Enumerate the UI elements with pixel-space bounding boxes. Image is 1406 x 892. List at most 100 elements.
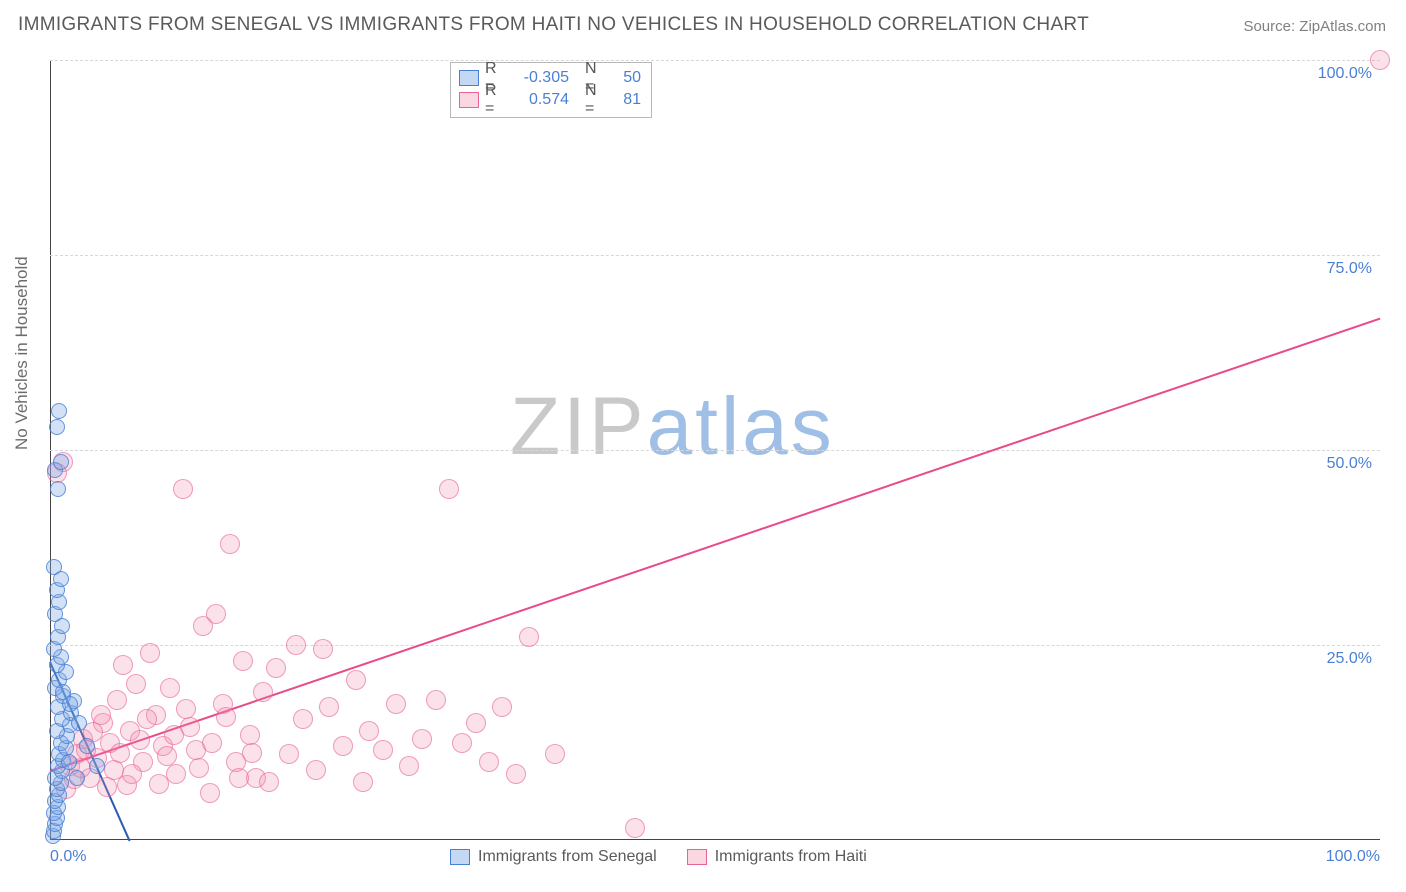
gridline: [50, 60, 1380, 61]
data-point-haiti: [306, 760, 326, 780]
data-point-haiti: [286, 635, 306, 655]
data-point-haiti: [1370, 50, 1390, 70]
data-point-haiti: [466, 713, 486, 733]
data-point-haiti: [173, 479, 193, 499]
data-point-senegal: [49, 419, 65, 435]
data-point-senegal: [46, 559, 62, 575]
data-point-haiti: [122, 764, 142, 784]
data-point-haiti: [240, 725, 260, 745]
legend-label-haiti: Immigrants from Haiti: [715, 848, 867, 866]
gridline: [50, 645, 1380, 646]
data-point-senegal: [79, 738, 95, 754]
data-point-haiti: [157, 746, 177, 766]
chart-title: IMMIGRANTS FROM SENEGAL VS IMMIGRANTS FR…: [18, 14, 1089, 36]
chart-container: IMMIGRANTS FROM SENEGAL VS IMMIGRANTS FR…: [0, 0, 1406, 892]
haiti-r-value: 0.574: [511, 91, 569, 109]
data-point-senegal: [69, 770, 85, 786]
legend-item-senegal: Immigrants from Senegal: [450, 848, 657, 866]
data-point-haiti: [346, 670, 366, 690]
watermark-atlas: atlas: [647, 381, 835, 472]
data-point-haiti: [253, 682, 273, 702]
r-label: R =: [485, 82, 505, 118]
data-point-haiti: [164, 725, 184, 745]
data-point-haiti: [399, 756, 419, 776]
data-point-senegal: [50, 481, 66, 497]
data-point-haiti: [137, 709, 157, 729]
data-point-haiti: [266, 658, 286, 678]
data-point-haiti: [216, 707, 236, 727]
x-axis-line: [50, 839, 1380, 840]
watermark-zip: ZIP: [510, 381, 647, 472]
y-tick-label: 100.0%: [1318, 65, 1372, 83]
data-point-haiti: [113, 655, 133, 675]
data-point-haiti: [176, 699, 196, 719]
watermark: ZIPatlas: [510, 380, 835, 474]
data-point-senegal: [53, 454, 69, 470]
data-point-senegal: [61, 754, 77, 770]
data-point-haiti: [220, 534, 240, 554]
data-point-haiti: [110, 743, 130, 763]
stats-legend-box: R = -0.305 N = 50 R = 0.574 N = 81: [450, 62, 652, 118]
data-point-haiti: [319, 697, 339, 717]
data-point-haiti: [279, 744, 299, 764]
gridline: [50, 255, 1380, 256]
data-point-haiti: [452, 733, 472, 753]
x-tick-label: 100.0%: [1326, 848, 1380, 866]
data-point-senegal: [71, 715, 87, 731]
swatch-senegal-icon: [450, 849, 470, 865]
data-point-haiti: [293, 709, 313, 729]
data-point-haiti: [373, 740, 393, 760]
trendline-haiti: [50, 317, 1381, 771]
data-point-haiti: [545, 744, 565, 764]
data-point-haiti: [492, 697, 512, 717]
data-point-haiti: [439, 479, 459, 499]
data-point-haiti: [107, 690, 127, 710]
data-point-haiti: [519, 627, 539, 647]
swatch-haiti-icon: [459, 92, 479, 108]
gridline: [50, 450, 1380, 451]
x-tick-label: 0.0%: [50, 848, 86, 866]
data-point-haiti: [104, 760, 124, 780]
n-label: N =: [585, 82, 605, 118]
data-point-haiti: [259, 772, 279, 792]
data-point-haiti: [359, 721, 379, 741]
data-point-haiti: [166, 764, 186, 784]
bottom-legend: Immigrants from Senegal Immigrants from …: [450, 848, 867, 866]
data-point-haiti: [130, 730, 150, 750]
data-point-haiti: [200, 783, 220, 803]
data-point-haiti: [149, 774, 169, 794]
swatch-senegal-icon: [459, 70, 479, 86]
data-point-haiti: [202, 733, 222, 753]
legend-label-senegal: Immigrants from Senegal: [478, 848, 657, 866]
data-point-haiti: [353, 772, 373, 792]
data-point-haiti: [479, 752, 499, 772]
data-point-haiti: [233, 651, 253, 671]
haiti-n-value: 81: [611, 91, 641, 109]
senegal-r-value: -0.305: [511, 69, 569, 87]
data-point-haiti: [91, 705, 111, 725]
data-point-haiti: [333, 736, 353, 756]
y-tick-label: 75.0%: [1327, 260, 1372, 278]
y-tick-label: 50.0%: [1327, 455, 1372, 473]
data-point-haiti: [313, 639, 333, 659]
data-point-haiti: [426, 690, 446, 710]
source-label: Source: ZipAtlas.com: [1243, 18, 1386, 35]
data-point-haiti: [412, 729, 432, 749]
plot-area: ZIPatlas R = -0.305 N = 50 R = 0.574 N =…: [50, 60, 1380, 840]
data-point-haiti: [140, 643, 160, 663]
data-point-senegal: [55, 684, 71, 700]
data-point-senegal: [51, 403, 67, 419]
data-point-haiti: [97, 777, 117, 797]
swatch-haiti-icon: [687, 849, 707, 865]
data-point-haiti: [229, 768, 249, 788]
data-point-haiti: [386, 694, 406, 714]
data-point-haiti: [242, 743, 262, 763]
data-point-haiti: [160, 678, 180, 698]
data-point-haiti: [189, 758, 209, 778]
y-tick-label: 25.0%: [1327, 650, 1372, 668]
data-point-senegal: [89, 758, 105, 774]
stat-row-haiti: R = 0.574 N = 81: [459, 89, 641, 111]
data-point-haiti: [506, 764, 526, 784]
data-point-haiti: [625, 818, 645, 838]
senegal-n-value: 50: [611, 69, 641, 87]
